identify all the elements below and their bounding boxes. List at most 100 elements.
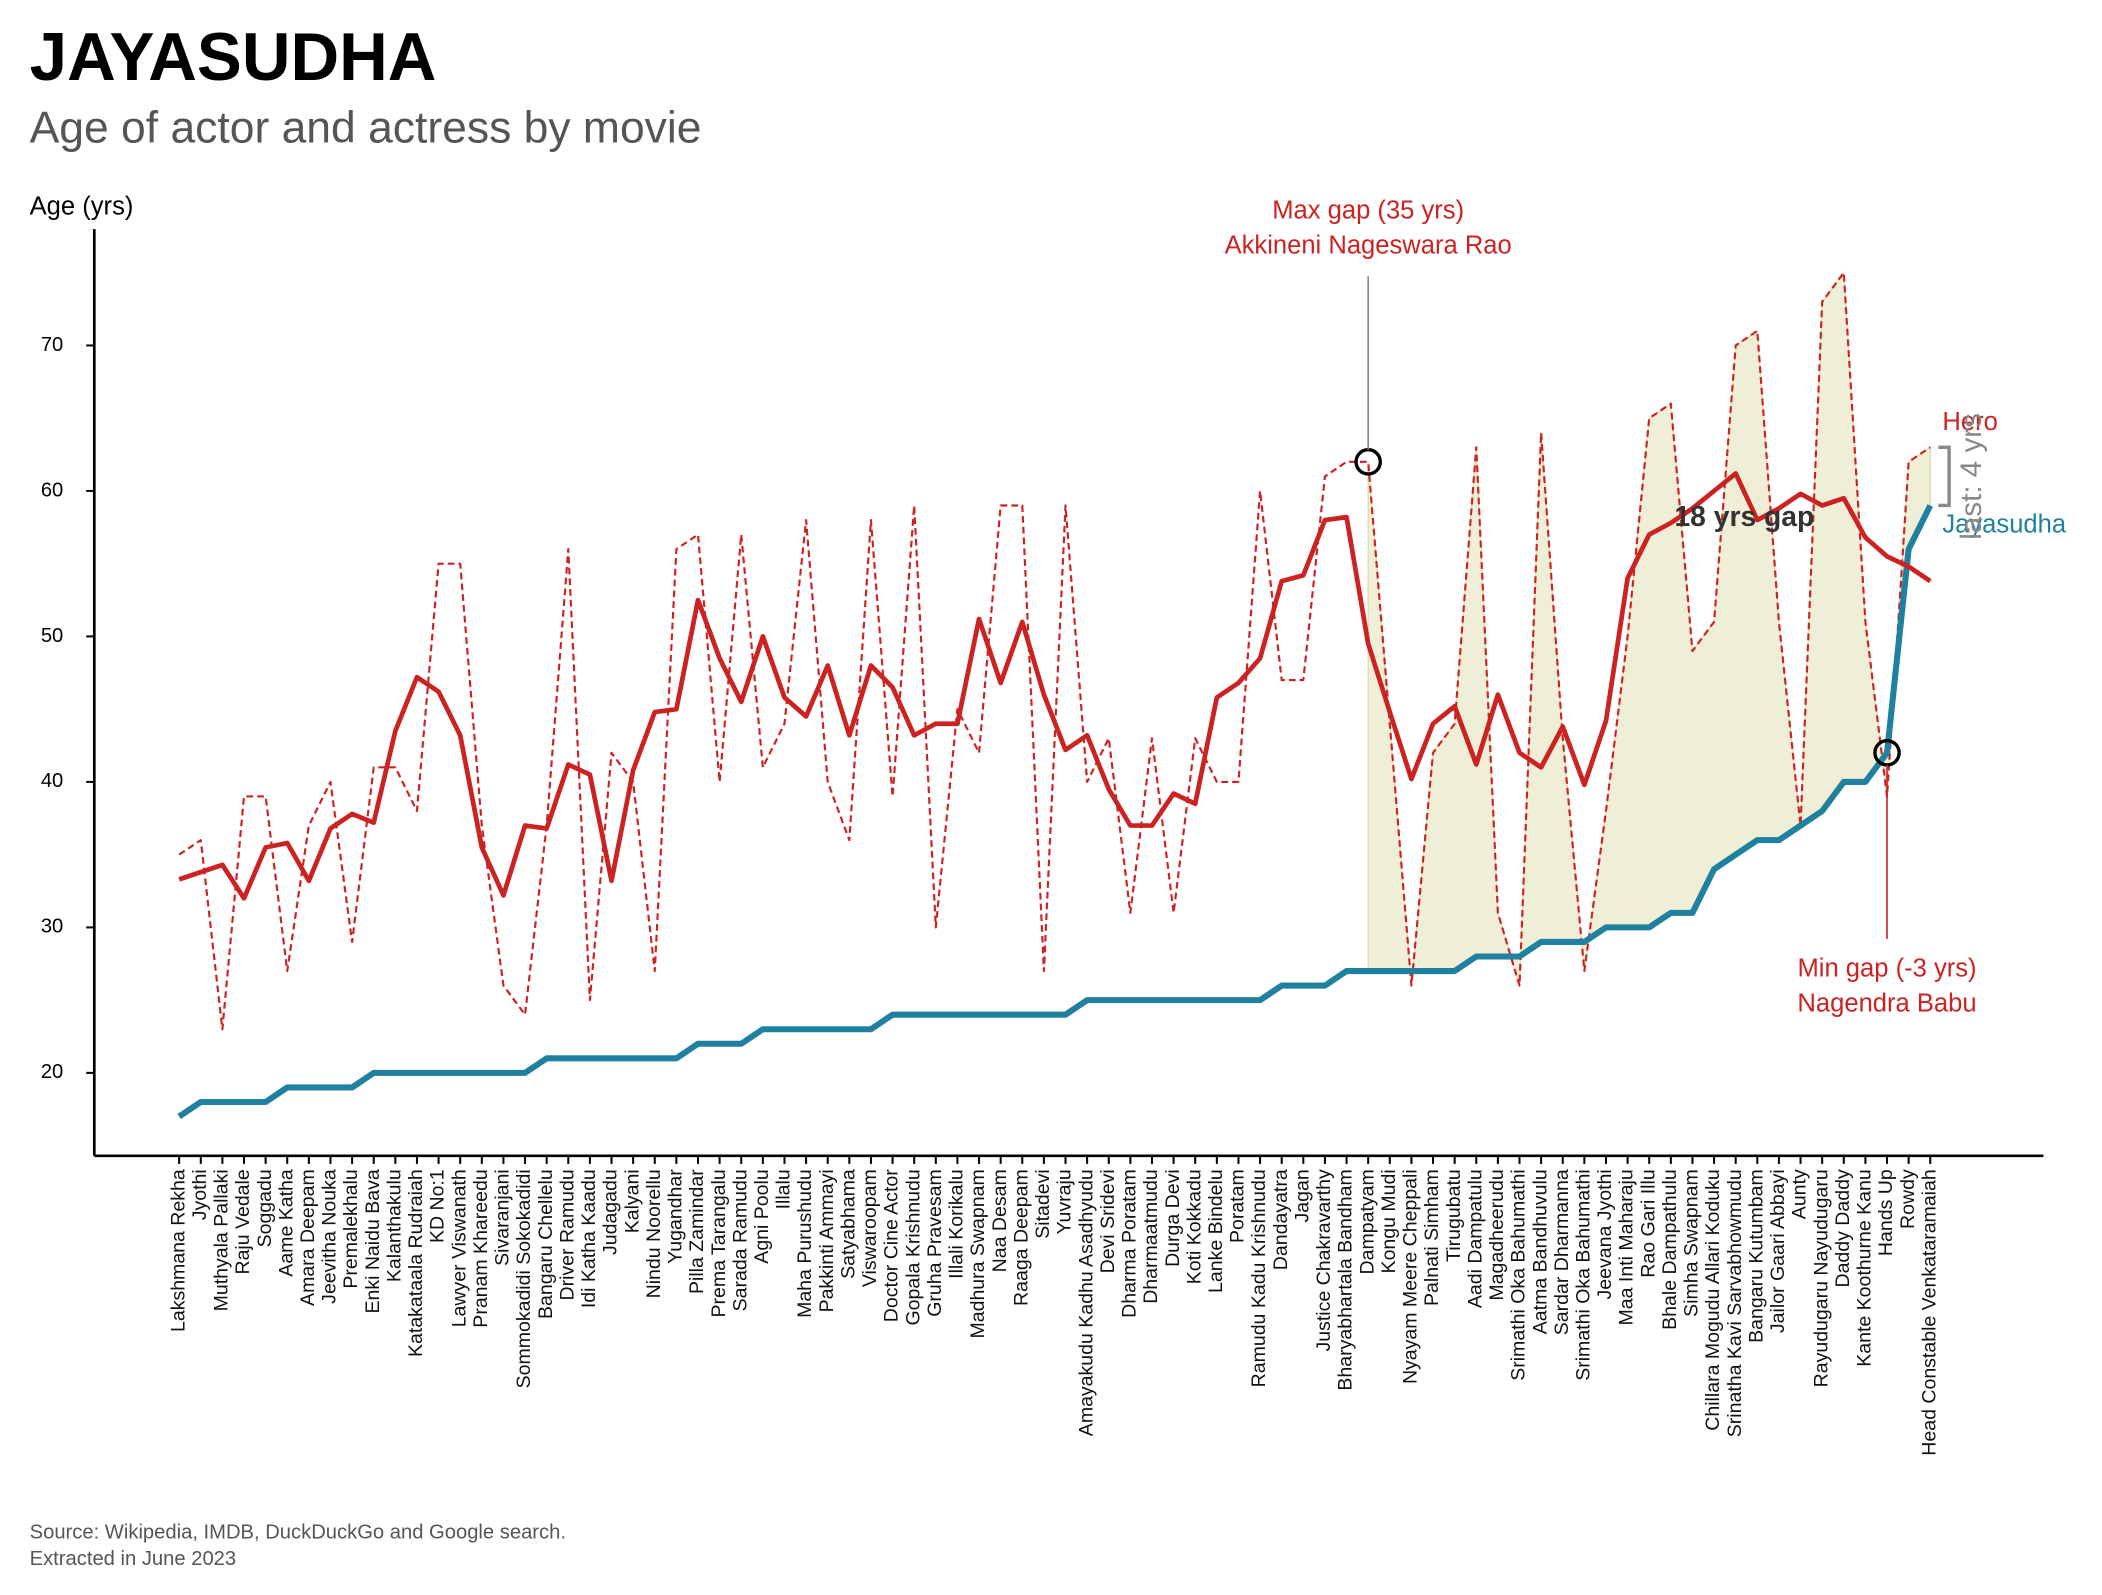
annotation-text: Min gap (-3 yrs)	[1797, 955, 1976, 983]
x-tick-label: Sardar Dharmanna	[1551, 1169, 1573, 1335]
x-tick-label: Magadheerudu	[1486, 1169, 1508, 1300]
x-tick-label: Idi Katha Kaadu	[578, 1169, 600, 1308]
chart-subtitle: Age of actor and actress by movie	[30, 103, 702, 152]
x-tick-label: Sarada Ramudu	[729, 1169, 751, 1311]
x-tick-label: Raaga Deepam	[1010, 1169, 1032, 1306]
x-tick-label: Nyayam Meere Cheppali	[1400, 1169, 1422, 1384]
series-label: Jayasudha	[1942, 510, 2066, 538]
x-tick-label: Bhale Dampathulu	[1659, 1169, 1681, 1330]
x-tick-label: Koti Kokkadu	[1183, 1169, 1205, 1284]
x-tick-label: Ramudu Kadu Krishnudu	[1248, 1169, 1270, 1387]
x-tick-label: Amayakudu Kadhu Asadhyudu	[1075, 1169, 1097, 1436]
x-tick-label: Aadi Dampatulu	[1464, 1169, 1486, 1308]
x-tick-label: Dharmaatmudu	[1140, 1169, 1162, 1304]
x-tick-label: Enki Naidu Bava	[362, 1169, 384, 1313]
last-gap-label: last: 4 yrs	[1955, 413, 1988, 540]
x-tick-label: Bangaru Chellelu	[535, 1169, 557, 1319]
series-line	[178, 471, 1932, 901]
x-tick-label: Kalanthakulu	[383, 1169, 405, 1282]
x-tick-label: Rowdy	[1897, 1169, 1919, 1229]
x-tick-label: Bangaru Kutumbam	[1745, 1169, 1767, 1343]
x-tick-label: Jeevitha Nouka	[319, 1169, 341, 1304]
x-tick-label: Rayudugaru Nayudugaru	[1810, 1169, 1832, 1387]
x-tick-label: Kongu Mudi	[1378, 1169, 1400, 1273]
x-tick-label: Dharma Poratam	[1119, 1169, 1141, 1318]
x-tick-label: Raju Vedale	[232, 1169, 254, 1274]
series-label: Hero	[1942, 408, 1997, 436]
y-axis-label: Age (yrs)	[30, 192, 134, 220]
x-tick-label: Tirugubatu	[1443, 1169, 1465, 1262]
x-tick-label: Bharyabhartala Bandham	[1335, 1169, 1357, 1390]
x-tick-label: KD No:1	[427, 1169, 449, 1243]
x-tick-label: Naa Desam	[989, 1169, 1011, 1272]
x-tick-label: Judagadu	[600, 1169, 622, 1255]
x-tick-label: Hands Up	[1875, 1169, 1897, 1256]
x-tick-label: Lanke Bindelu	[1205, 1169, 1227, 1293]
annotation-text: Max gap (35 yrs)	[1272, 196, 1464, 224]
x-tick-label: Driver Ramudu	[556, 1169, 578, 1300]
x-tick-label: Satyabhama	[837, 1169, 859, 1279]
x-tick-label: Nindu Noorellu	[643, 1169, 665, 1298]
y-tick-label: 50	[41, 625, 63, 647]
x-tick-label: Chillara Mogudu Allari Koduku	[1702, 1169, 1724, 1430]
x-tick-label: Amara Deepam	[297, 1169, 319, 1306]
x-tick-label: Sitadevi	[1032, 1169, 1054, 1238]
series-line	[177, 504, 1933, 1120]
x-tick-label: Gruha Pravesam	[924, 1169, 946, 1317]
annotation-text: Nagendra Babu	[1797, 990, 1976, 1018]
y-tick-label: 40	[41, 770, 63, 792]
x-tick-label: Gopala Krishnudu	[902, 1169, 924, 1325]
x-tick-label: Jyothi	[189, 1169, 211, 1220]
x-tick-label: Illali Korikalu	[946, 1169, 968, 1279]
x-tick-label: Pranam Khareedu	[470, 1169, 492, 1327]
x-tick-label: Prema Tarangalu	[708, 1169, 730, 1317]
x-tick-label: Daddy Daddy	[1832, 1169, 1854, 1287]
x-tick-label: Premalekhalu	[340, 1169, 362, 1288]
x-tick-label: Maha Purushudu	[794, 1169, 816, 1318]
x-tick-label: Dandayatra	[1270, 1169, 1292, 1270]
annotation-text: Akkineni Nageswara Rao	[1225, 231, 1512, 259]
x-tick-label: Katakataala Rudraiah	[405, 1169, 427, 1357]
source: Extracted in June 2023	[30, 1548, 237, 1570]
x-tick-label: Palnati Simham	[1421, 1169, 1443, 1306]
x-tick-label: Agni Poolu	[751, 1169, 773, 1263]
x-tick-label: Aatma Bandhuvulu	[1529, 1169, 1551, 1334]
x-tick-label: Aame Katha	[275, 1169, 297, 1277]
x-tick-label: Poratam	[1227, 1169, 1249, 1243]
last-gap-bracket	[1938, 445, 1951, 508]
x-tick-label: Lawyer Viswanath	[448, 1169, 470, 1327]
x-tick-label: Srimathi Oka Bahumathi	[1573, 1169, 1595, 1381]
x-tick-label: Jagan	[1291, 1169, 1313, 1222]
x-tick-label: Srimathi Oka Bahumathi	[1508, 1169, 1530, 1381]
chart-title: JAYASUDHA	[30, 20, 437, 95]
gap-label: 18 yrs gap	[1674, 500, 1814, 532]
x-tick-label: Devi Sridevi	[1097, 1169, 1119, 1273]
x-tick-label: Soggadu	[254, 1169, 276, 1247]
x-tick-label: Muthyala Pallaki	[211, 1169, 233, 1311]
source: Source: Wikipedia, IMDB, DuckDuckGo and …	[30, 1521, 566, 1543]
x-tick-label: Justice Chakravarthy	[1313, 1169, 1335, 1351]
x-tick-label: Illalu	[773, 1169, 795, 1209]
x-tick-label: Madhura Swapnam	[967, 1169, 989, 1338]
y-tick-label: 30	[41, 916, 63, 938]
x-tick-label: Maa Inti Maharaju	[1616, 1169, 1638, 1325]
x-tick-label: Yugandhar	[665, 1169, 687, 1264]
x-tick-label: Viswaroopam	[859, 1169, 881, 1287]
x-tick-label: Durga Devi	[1162, 1169, 1184, 1267]
x-tick-label: Head Constable Venkataramaiah	[1918, 1169, 1940, 1455]
gap-area	[1367, 270, 1931, 986]
x-tick-label: Simha Swapnam	[1681, 1169, 1703, 1317]
x-tick-label: Jailor Gaari Abbayi	[1767, 1169, 1789, 1333]
x-tick-label: Srinatha Kavi Sarvabhowmudu	[1724, 1169, 1746, 1437]
x-tick-label: Pilla Zamindar	[686, 1169, 708, 1294]
x-tick-label: Kante Koothurne Kanu	[1854, 1169, 1876, 1366]
x-tick-label: Aunty	[1789, 1169, 1811, 1219]
x-tick-label: Rao Gari Illu	[1637, 1169, 1659, 1277]
x-tick-label: Dampatyam	[1356, 1169, 1378, 1274]
y-tick-label: 60	[41, 479, 63, 501]
x-tick-label: Jeevana Jyothi	[1594, 1169, 1616, 1299]
x-tick-label: Sivaranjani	[492, 1169, 514, 1266]
y-tick-label: 70	[41, 334, 63, 356]
series-line	[178, 271, 1931, 1031]
